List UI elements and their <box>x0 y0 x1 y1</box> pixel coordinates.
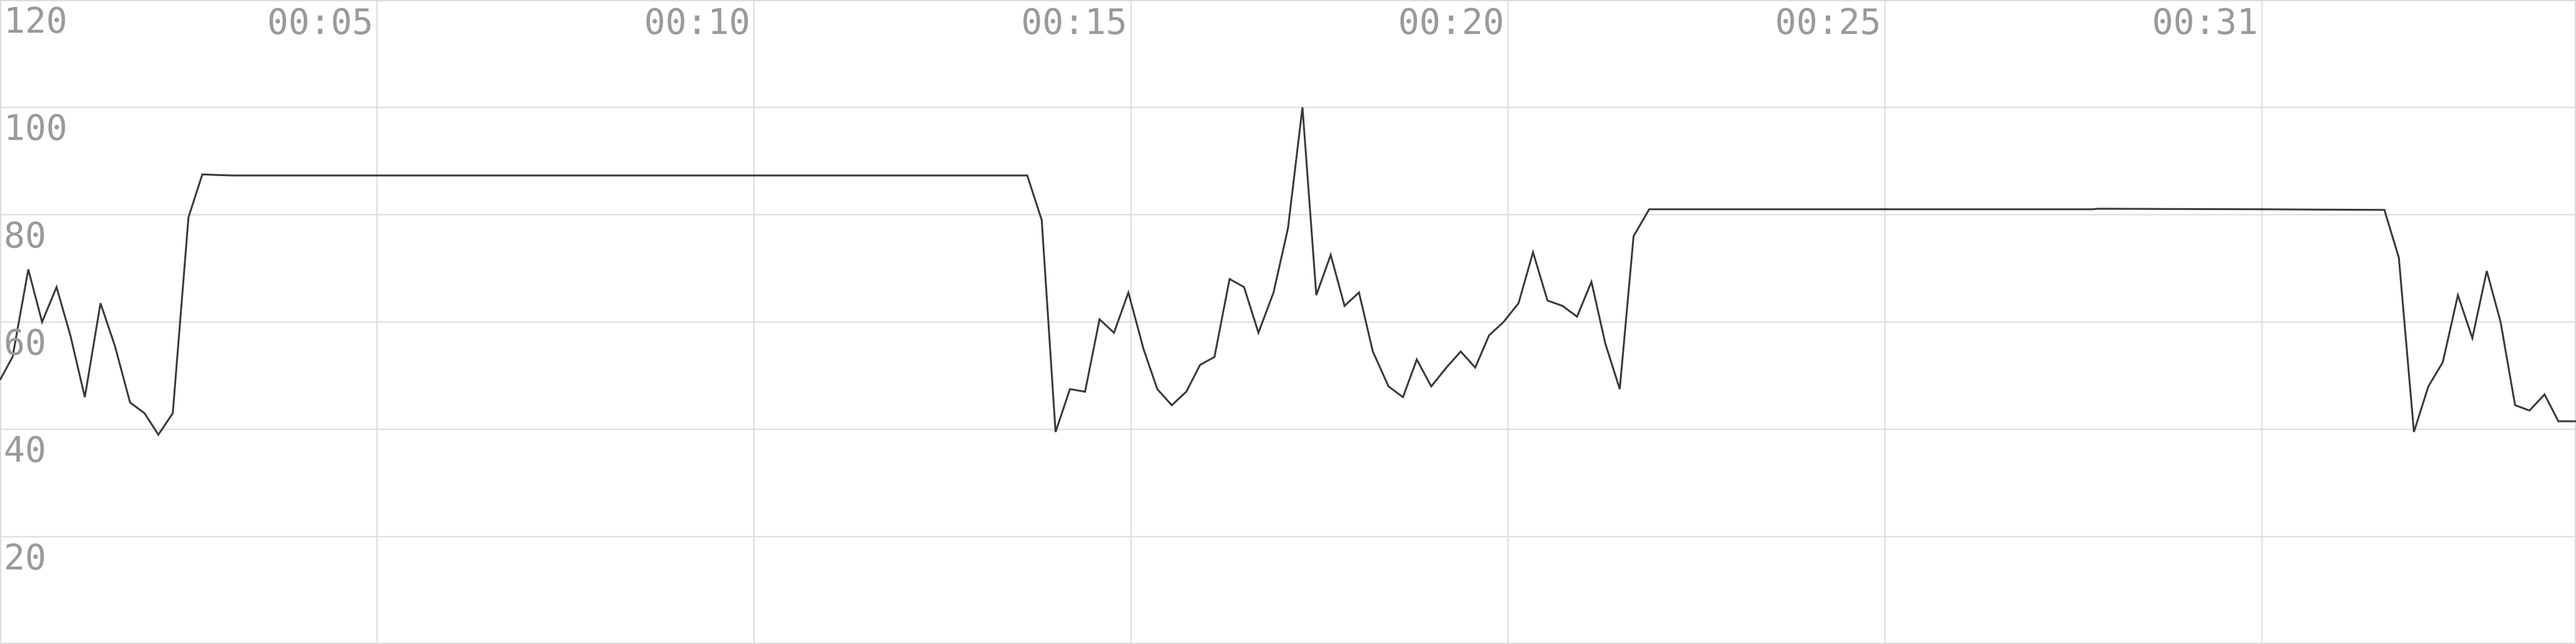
x-tick-label: 00:31 <box>2152 2 2258 43</box>
y-tick-label: 40 <box>4 430 46 471</box>
y-tick-label: 20 <box>4 537 46 578</box>
y-tick-label: 80 <box>4 215 46 256</box>
x-tick-label: 00:05 <box>267 2 374 43</box>
x-tick-label: 00:20 <box>1398 2 1504 43</box>
x-axis-tick-labels: 00:05 00:10 00:15 00:20 00:25 00:31 <box>267 2 2258 43</box>
y-axis-tick-labels: 120 100 80 60 40 20 <box>4 1 67 578</box>
x-tick-label: 00:15 <box>1021 2 1128 43</box>
y-tick-label: 100 <box>4 108 67 149</box>
y-tick-label: 60 <box>4 323 46 364</box>
x-tick-label: 00:25 <box>1775 2 1881 43</box>
x-tick-label: 00:10 <box>644 2 750 43</box>
series-line <box>0 107 2576 436</box>
y-tick-label: 120 <box>4 1 67 42</box>
